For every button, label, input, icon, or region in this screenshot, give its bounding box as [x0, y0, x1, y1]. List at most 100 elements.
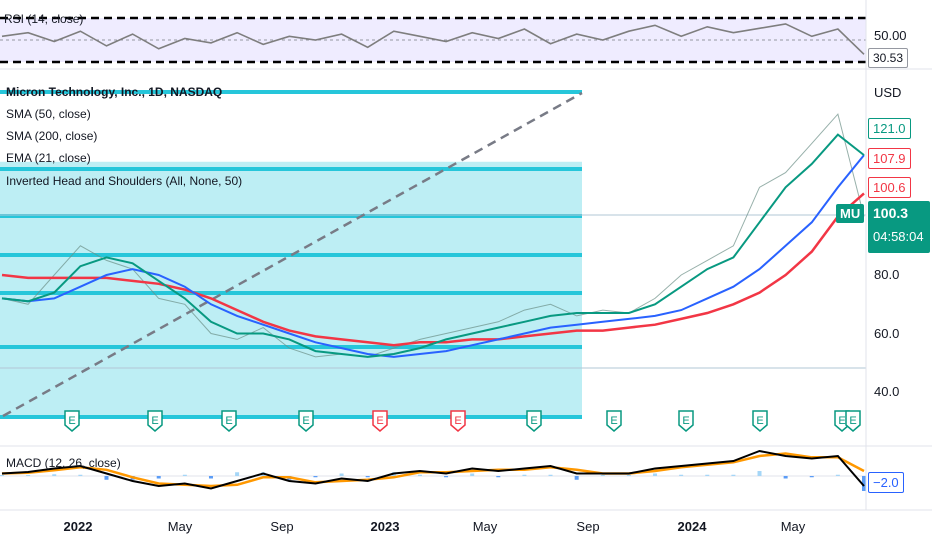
macd-histogram-bar: [783, 476, 788, 479]
macd-histogram-bar: [705, 474, 710, 476]
sma200-value-tag: 100.6: [868, 177, 911, 198]
macd-line: [1, 449, 865, 490]
macd-histogram-bar: [522, 474, 527, 476]
earnings-marker-shape: [606, 410, 622, 432]
earnings-marker-label: E: [838, 415, 845, 427]
macd-histogram-bar: [313, 476, 318, 478]
chart-title: Micron Technology, Inc., 1D, NASDAQ: [6, 85, 223, 99]
last-price-value: 100.3: [873, 205, 909, 221]
macd-histogram-bar: [339, 473, 344, 476]
macd-label: MACD (12, 26, close): [6, 456, 121, 470]
indicator-legend-sma200[interactable]: SMA (200, close): [6, 129, 98, 143]
earnings-marker-shape: [221, 410, 237, 432]
indicator-legend-pattern[interactable]: Inverted Head and Shoulders (All, None, …: [6, 174, 243, 188]
earnings-marker-shape: [450, 410, 466, 432]
macd-histogram-bar: [653, 473, 658, 476]
earnings-marker[interactable]: E: [845, 410, 861, 432]
macd-histogram-bar: [731, 474, 736, 476]
time-tick-may-2023: May: [472, 519, 498, 534]
pattern-zone: [0, 161, 582, 418]
rsi-ref-level: 50.00: [874, 28, 907, 43]
macd-histogram-bar: [156, 476, 161, 479]
rsi-label: RSI (14, close): [4, 12, 84, 26]
indicator-legend-ema21[interactable]: EMA (21, close): [6, 151, 91, 165]
earnings-marker[interactable]: E: [450, 410, 466, 432]
macd-histogram-bar: [0, 475, 4, 476]
trend-line: [2, 91, 583, 418]
earnings-marker-label: E: [530, 415, 537, 427]
earnings-marker-shape: [298, 410, 314, 432]
macd-histogram-bar: [78, 474, 83, 476]
earnings-marker-shape: [64, 410, 80, 432]
sma50-line: [1, 133, 865, 358]
earnings-marker[interactable]: E: [372, 410, 388, 432]
earnings-marker-shape: [526, 410, 542, 432]
ema21-line: [1, 192, 865, 347]
earnings-marker-label: E: [151, 415, 158, 427]
earnings-marker[interactable]: E: [526, 410, 542, 432]
rsi-line: [1, 23, 865, 55]
macd-histogram-bar: [208, 476, 213, 479]
earnings-marker[interactable]: E: [298, 410, 314, 432]
earnings-marker[interactable]: E: [678, 410, 694, 432]
time-tick-sep-2023: Sep: [576, 519, 600, 534]
earnings-marker-shape: [752, 410, 768, 432]
time-tick-2023: 2023: [370, 519, 400, 534]
earnings-marker-label: E: [225, 415, 232, 427]
rsi-pane: [0, 16, 866, 64]
earnings-marker-shape: [678, 410, 694, 432]
indicator-legend-sma50[interactable]: SMA (50, close): [6, 107, 91, 121]
price-tick-80: 80.0: [874, 267, 900, 282]
macd-histogram-bar: [835, 474, 840, 476]
macd-histogram-bar: [679, 474, 684, 476]
macd-histogram-bar: [26, 475, 31, 476]
earnings-marker-shape: [147, 410, 163, 432]
price-tick-40: 40.0: [874, 384, 900, 399]
earnings-marker-label: E: [302, 415, 309, 427]
symbol-tag: MU: [836, 204, 865, 223]
sma50-value-tag: 121.0: [868, 118, 911, 139]
macd-histogram-bar: [626, 475, 631, 476]
macd-histogram-bar: [365, 476, 370, 478]
last-price-box: 100.3 04:58:04: [868, 201, 930, 253]
time-tick-2022: 2022: [63, 519, 93, 534]
earnings-marker[interactable]: E: [64, 410, 80, 432]
time-tick-may-2024: May: [780, 519, 806, 534]
macd-histogram-bar: [757, 471, 762, 476]
macd-histogram-bar: [809, 476, 814, 478]
macd-histogram-bar: [417, 474, 422, 476]
earnings-marker[interactable]: E: [221, 410, 237, 432]
macd-histogram-bar: [182, 474, 187, 476]
bar-countdown: 04:58:04: [873, 229, 924, 244]
earnings-marker-label: E: [610, 415, 617, 427]
ema21-value-tag: 107.9: [868, 148, 911, 169]
rsi-value-tag: 30.53: [868, 48, 909, 68]
earnings-marker-shape: [372, 410, 388, 432]
earnings-marker-shape: [845, 410, 861, 432]
earnings-marker[interactable]: E: [606, 410, 622, 432]
earnings-marker[interactable]: E: [147, 410, 163, 432]
macd-histogram-bar: [600, 475, 605, 476]
earnings-marker-label: E: [454, 415, 461, 427]
macd-histogram-bar: [235, 472, 240, 476]
macd-value-tag: −2.0: [868, 472, 904, 493]
macd-histogram-bar: [548, 474, 553, 476]
earnings-marker-label: E: [849, 415, 856, 427]
earnings-marker-label: E: [376, 415, 383, 427]
price-series: [1, 113, 865, 358]
macd-pane: [0, 449, 866, 491]
time-tick-2024: 2024: [677, 519, 707, 534]
earnings-marker-label: E: [682, 415, 689, 427]
earnings-marker[interactable]: E: [752, 410, 768, 432]
earnings-marker-label: E: [68, 415, 75, 427]
macd-histogram-bar: [444, 476, 449, 478]
macd-histogram-bar: [470, 473, 475, 476]
currency-label[interactable]: USD: [874, 85, 902, 100]
macd-histogram-bar: [104, 476, 109, 480]
earnings-marker-label: E: [756, 415, 763, 427]
macd-histogram-bar: [52, 474, 57, 476]
